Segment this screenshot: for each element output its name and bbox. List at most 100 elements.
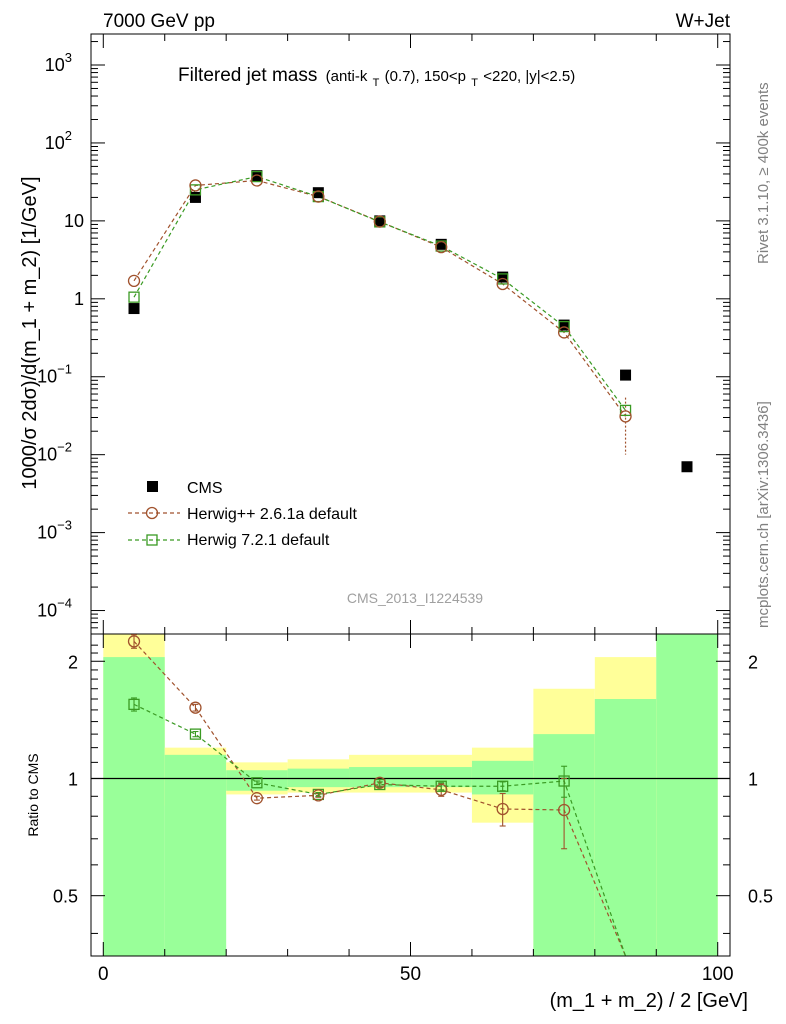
header-left: 7000 GeV pp [103,11,215,32]
ratio-herwig7-point [128,698,140,711]
ratio-xlabel: (m_1 + m_2) / 2 [GeV] [550,990,748,1012]
ratio-herwigpp-point [435,783,448,796]
ratio-ytick-label-left-0: 0.5 [53,887,78,907]
cms-point [374,215,386,227]
ratio-xtick-label-0: 0 [98,964,109,985]
main-ylabel: 1000/σ 2dσ)/d(m_1 + m_2) [1/GeV] [19,176,41,489]
plot-title: Filtered jet mass (anti-k T (0.7), 150<p… [178,65,575,91]
main-ytick-label-6: 102 [45,128,72,153]
herwigpp-point [435,241,448,254]
main-ytick-base: 10 [45,133,65,153]
herwig7-point [558,320,570,333]
ratio-ytick-label-right-2: 2 [748,652,758,672]
analysis-watermark: CMS_2013_I1224539 [347,590,483,606]
ratio-herwig7-point [189,728,202,740]
cms-point [312,187,324,199]
ratio-ytick-label-left-2: 2 [68,652,78,672]
ratio-herwigpp-point [312,789,325,802]
ratio-ytick-label-right-1: 1 [748,769,758,789]
herwigpp-point [619,410,632,423]
herwig7-line [133,175,627,411]
herwigpp-point [189,179,202,192]
plot-title-detail-mid: (0.7), 150<p [385,68,466,85]
ratio-series [127,634,627,957]
cms-point [558,319,570,331]
band-inner-9 [656,634,718,956]
cms-point [497,271,509,283]
main-ytick-exp: −1 [57,362,72,377]
herwigpp-point [373,215,386,228]
ratio-ytick-label-left-1: 1 [68,769,78,789]
rivet-label: Rivet 3.1.10, ≥ 400k events [755,82,772,264]
ratio-ytick-label-right-0: 0.5 [748,887,773,907]
ratio-bands [103,634,718,956]
band-inner-8 [594,699,657,956]
herwig7-point [128,291,140,303]
ratio-herwig7-point [558,775,570,787]
ratio-herwigpp-point [496,802,509,816]
legend-label-cms: CMS [187,480,223,497]
main-ytick-label-2: 10−2 [37,440,72,465]
herwigpp-point [312,190,325,203]
ratio-ylabel: Ratio to CMS [25,753,41,836]
main-ytick-label-1: 10−3 [37,518,72,543]
main-ytick-label-5: 10 [64,211,84,231]
herwig7-point [251,170,263,183]
herwig7-point [189,184,202,196]
main-series [127,170,693,473]
ratio-herwigpp-point [127,635,141,648]
main-ytick-base: 10 [37,445,57,465]
main-ytick-base: 10 [64,211,84,231]
main-ytick-label-7: 103 [45,50,72,75]
ratio-axes: 0.5 0.5 1 1 2 2 0 50 100 [53,634,773,985]
ratio-herwigpp-point [189,701,202,714]
main-ytick-base: 10 [37,601,57,621]
main-ytick-label-0: 10−4 [37,596,72,621]
main-ytick-base: 1 [74,289,84,309]
ratio-herwig7-point [497,780,509,792]
plot-title-sub1: T [373,77,380,89]
herwigpp-point [250,174,264,187]
main-ytick-exp: 2 [65,128,72,143]
main-ytick-label-3: 10−1 [37,362,72,387]
cms-point [681,461,693,473]
main-ytick-base: 10 [37,523,57,543]
herwig7-point [497,273,509,285]
legend-marker-herwig7 [146,534,158,546]
ratio-herwigpp-point [557,803,571,817]
main-ytick-base: 10 [37,367,57,387]
main-ytick-label-4: 1 [74,289,84,309]
ratio-xtick-label-2: 100 [702,964,734,985]
cms-point [620,369,632,381]
main-ytick-exp: −2 [57,440,72,455]
band-inner-5 [410,767,472,788]
plot-title-sub2: T [471,77,478,89]
plot-title-detail-prefix: (anti-k [326,68,368,85]
plot-title-main: Filtered jet mass [178,65,317,86]
cms-point [435,238,447,250]
legend: CMS Herwig++ 2.6.1a default Herwig 7.2.1… [128,480,357,549]
main-ytick-exp: 3 [65,50,72,65]
band-inner-1 [164,754,227,956]
legend-label-herwigpp: Herwig++ 2.6.1a default [187,506,357,523]
cms-point [251,170,263,182]
main-ytick-exp: −3 [57,518,72,533]
herwigpp-point [557,326,571,339]
mcplots-label: mcplots.cern.ch [arXiv:1306.3436] [755,401,772,628]
legend-marker-herwigpp [145,506,159,520]
main-ytick-exp: −4 [57,596,72,611]
plot-title-detail-suffix: <220, |y|<2.5) [483,68,575,85]
cms-point [189,191,201,203]
ratio-herwig7-point [251,777,263,789]
ratio-herwigpp-point [373,776,386,789]
ratio-herwigpp-point [250,792,264,805]
herwigpp-point [127,274,141,288]
legend-marker-cms [147,481,158,492]
cms-point [128,303,140,315]
herwig7-point [619,404,632,417]
herwigpp-point [496,277,509,291]
main-ytick-base: 10 [45,55,65,75]
ratio-xtick-label-1: 50 [400,964,421,985]
